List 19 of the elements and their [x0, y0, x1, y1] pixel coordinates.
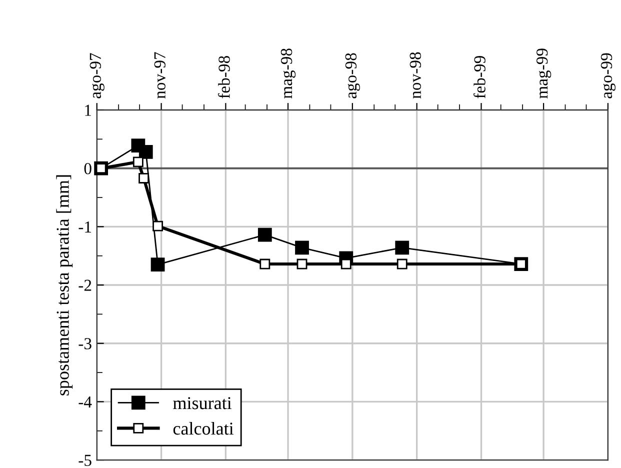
x-tick-label: ago-99: [600, 53, 616, 98]
x-tick-label: nov-97: [154, 52, 166, 98]
y-tick-label: -2: [78, 280, 92, 291]
x-tick-label: feb-99: [474, 56, 486, 98]
legend-label: calcolati: [173, 422, 234, 435]
x-tick-label: ago-98: [345, 53, 360, 98]
y-tick-label: -3: [78, 338, 92, 350]
x-tick-label: mag-99: [536, 48, 552, 99]
x-tick-label: ago-97: [90, 53, 104, 98]
x-tick-label: nov-98: [410, 52, 421, 98]
x-tick-label: mag-98: [280, 48, 296, 99]
y-tick-label: 0: [84, 163, 92, 174]
y-tick-label: -1: [78, 221, 92, 232]
y-tick-label: -4: [78, 396, 92, 408]
x-tick-label: feb-98: [218, 56, 230, 98]
y-tick-label: 1: [85, 104, 92, 116]
y-axis-title: spostamenti testa paratia [mm]: [56, 175, 73, 396]
y-tick-label: -5: [78, 454, 92, 466]
legend-label: misurati: [173, 397, 232, 410]
